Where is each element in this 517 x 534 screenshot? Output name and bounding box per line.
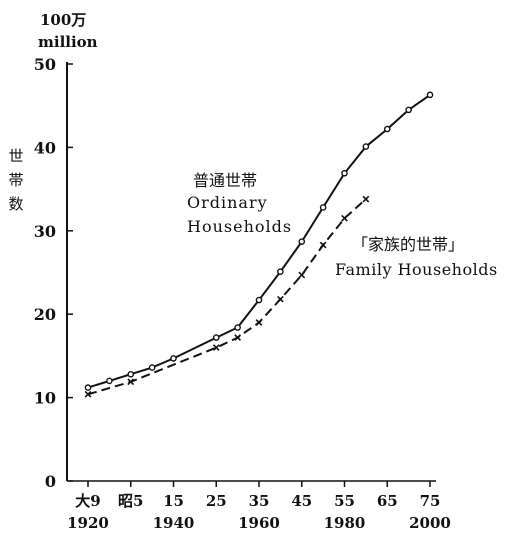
data-point [212,344,220,351]
data-point [319,204,327,211]
data-point [426,91,434,99]
x-tick-era-label: 35 [249,492,270,510]
data-point [383,125,391,133]
ylabel-char-1: 世 [8,147,23,165]
x-tick-era-label: 15 [163,492,184,510]
data-point-stroke [277,295,284,303]
data-point [212,334,220,341]
data-point [362,195,370,203]
x-tick-year-label: 2000 [409,514,451,532]
y-tick-label: 50 [34,55,56,74]
x-tick-era-label: 65 [377,492,398,510]
ylabel-char-3: 数 [8,195,23,213]
series-family-label-jp: 「家族的世帯」 [352,235,464,254]
data-point-stroke [234,334,241,341]
y-tick-label: 0 [45,472,56,491]
data-point-stroke [84,390,92,398]
data-point [298,238,306,245]
data-point [170,355,177,362]
data-point [234,324,241,331]
data-point [255,296,263,304]
data-point [255,319,263,326]
series-ordinary-households [84,91,434,391]
data-point [319,241,327,249]
ylabel-char-2: 帯 [8,171,23,189]
data-point [277,268,284,275]
x-tick-era-label: 75 [420,492,441,510]
data-point [84,384,92,391]
data-point [277,295,284,303]
x-tick-era-label: 大9 [75,492,100,510]
x-tick-era-label: 55 [334,492,355,510]
unit-label-line2: million [38,33,98,51]
series-ordinary-label-jp: 普通世帯 [193,171,257,190]
y-tick-label: 10 [34,389,56,408]
data-point [127,370,135,378]
series-ordinary-label-en1: Ordinary [187,193,268,212]
x-tick-era-label: 昭5 [118,492,143,510]
data-point-stroke [212,344,220,351]
data-point-stroke [255,319,263,326]
series-ordinary-label-en2: Households [187,217,292,236]
data-point [341,214,348,222]
data-point-stroke [319,241,327,249]
data-point-stroke [127,378,135,386]
data-point [148,364,156,371]
data-point [362,143,370,150]
series-line [87,198,367,396]
data-point [127,378,135,386]
x-tick-era-label: 45 [291,492,312,510]
data-point [405,106,412,114]
x-tick-year-label: 1920 [67,514,109,532]
x-tick-year-label: 1940 [153,514,195,532]
data-point-stroke [298,271,306,279]
y-tick-label: 40 [34,138,56,157]
data-point-stroke [341,214,348,222]
y-tick-label: 20 [34,305,56,324]
x-tick-era-label: 25 [206,492,227,510]
x-tick-year-label: 1980 [324,514,366,532]
y-ticks: 0 10 20 30 40 50 [34,55,73,491]
data-point [234,334,241,341]
unit-label-line1: 100万 [40,11,86,29]
data-point [298,271,306,279]
data-point [84,390,92,398]
series-family-label-en: Family Households [335,260,498,279]
x-ticks: 大9 1920 昭5 15 1940 25 35 1960 45 55 1980 65 75 2000 [67,481,451,532]
data-point [341,169,348,177]
series-family-households [84,195,370,398]
series-line [87,94,431,389]
x-tick-year-label: 1960 [238,514,280,532]
data-point-stroke [362,195,370,203]
data-point [106,377,113,385]
y-tick-label: 30 [34,222,56,241]
